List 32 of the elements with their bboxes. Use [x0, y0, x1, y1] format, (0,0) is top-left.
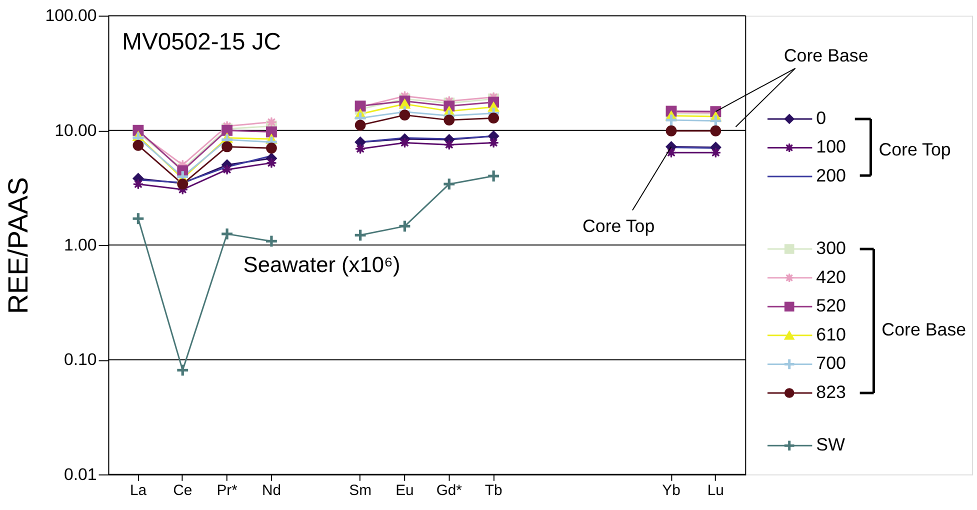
text: Core Base: [882, 319, 966, 340]
x-tick-label: Eu: [396, 482, 414, 499]
legend-label: 200: [816, 166, 846, 186]
y-tick-label: 100.00: [45, 6, 97, 26]
x-tick-label: Sm: [349, 482, 372, 499]
x-tick-label: Lu: [707, 482, 724, 499]
y-tick-label: 1.00: [64, 236, 97, 255]
text: MV0502-15 JC: [122, 28, 281, 56]
annotation: Seawater (x10⁶): [243, 252, 400, 277]
x-tick-label: La: [130, 482, 148, 499]
legend-label: 520: [816, 296, 846, 316]
legend-label: 823: [816, 382, 846, 402]
legend-label: 700: [816, 353, 846, 374]
legend-label: 0: [816, 108, 826, 128]
legend-label: 100: [816, 136, 846, 157]
y-tick-label: 0.10: [64, 350, 97, 370]
legend-label: SW: [816, 434, 846, 455]
annotation: Core Base: [784, 45, 868, 66]
x-tick-label: Tb: [484, 482, 502, 499]
x-tick-label: Ce: [173, 482, 192, 499]
x-tick-label: Gd*: [436, 482, 462, 499]
legend-label: 610: [816, 324, 846, 344]
x-tick-label: Pr*: [216, 482, 238, 499]
annotation: Core Top: [582, 216, 655, 236]
text: Core Top: [878, 140, 951, 160]
x-tick-label: Yb: [662, 482, 680, 499]
legend-label: 420: [816, 266, 846, 287]
x-tick-label: Nd: [262, 482, 281, 499]
y-tick-label: 0.01: [64, 464, 97, 484]
y-axis-title: REE/PAAS: [2, 177, 34, 314]
legend-label: 300: [816, 238, 846, 258]
y-tick-label: 10.00: [54, 120, 97, 140]
